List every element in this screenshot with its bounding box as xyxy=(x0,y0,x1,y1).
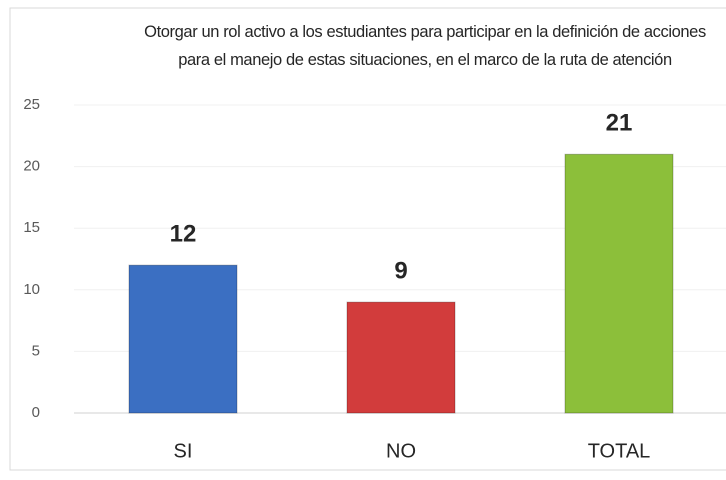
y-tick-label: 5 xyxy=(32,342,40,359)
x-tick-label: NO xyxy=(386,440,416,462)
chart-title: Otorgar un rol activo a los estudiantes … xyxy=(144,23,706,69)
x-tick-label: TOTAL xyxy=(588,440,651,462)
data-label: 9 xyxy=(394,257,407,284)
bar xyxy=(128,264,238,414)
data-label: 21 xyxy=(606,110,633,137)
chart-border xyxy=(9,7,726,471)
y-tick-label: 20 xyxy=(23,158,40,175)
bar xyxy=(564,153,674,414)
data-label: 12 xyxy=(170,221,197,248)
x-tick-label: SI xyxy=(174,440,193,462)
y-tick-label: 25 xyxy=(23,96,40,113)
y-tick-label: 15 xyxy=(23,219,40,236)
y-tick-label: 10 xyxy=(23,281,40,298)
y-tick-label: 0 xyxy=(32,404,40,421)
bar xyxy=(346,301,456,414)
